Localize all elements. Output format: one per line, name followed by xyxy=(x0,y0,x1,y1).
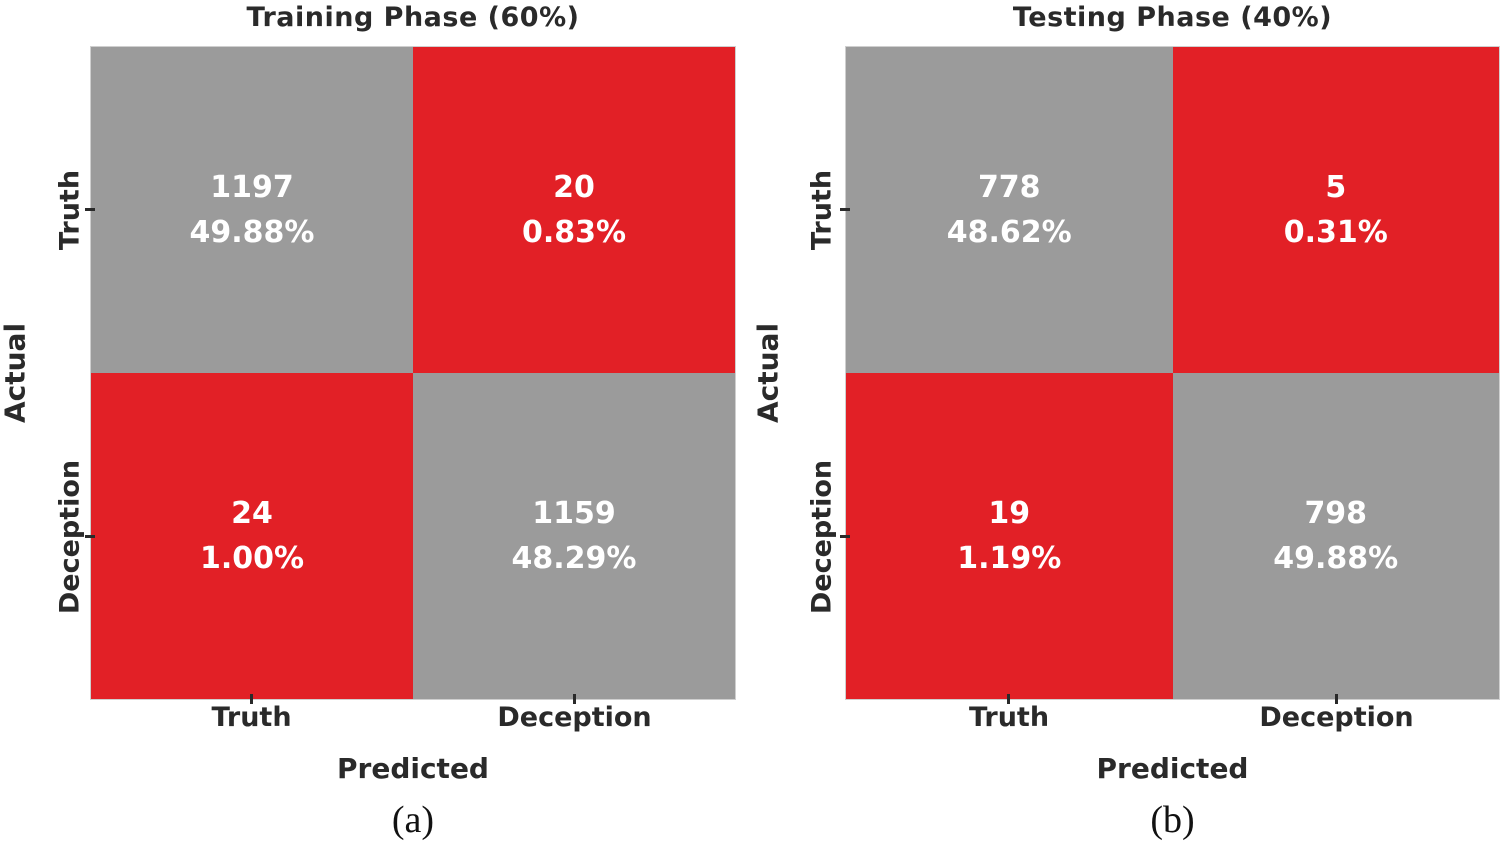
panel-b-cell-truth-deception: 5 0.31% xyxy=(1172,47,1499,373)
panel-a-y-tick-deception: Deception xyxy=(54,459,86,615)
cell-count: 798 xyxy=(1304,496,1368,531)
panel-a-y-tick-truth: Truth xyxy=(54,169,86,251)
cell-count: 778 xyxy=(977,170,1041,205)
panel-b-cell-deception-truth: 19 1.19% xyxy=(846,373,1173,699)
cell-count: 1159 xyxy=(532,496,616,531)
panel-b-caption: (b) xyxy=(1150,799,1195,841)
panel-a-title: Training Phase (60%) xyxy=(246,2,580,33)
cell-percent: 1.00% xyxy=(199,541,305,576)
panel-b-y-axis-label: Actual xyxy=(751,322,785,424)
panel-a-y-axis-label: Actual xyxy=(0,322,32,424)
cell-percent: 48.62% xyxy=(946,215,1072,250)
cell-percent: 48.29% xyxy=(511,541,637,576)
tick-mark xyxy=(250,694,253,704)
cell-percent: 0.31% xyxy=(1283,215,1388,250)
cell-percent: 49.88% xyxy=(1273,541,1399,576)
panel-b-title: Testing Phase (40%) xyxy=(1012,2,1333,33)
tick-mark xyxy=(840,535,850,538)
panel-a-caption: (a) xyxy=(391,799,435,841)
tick-mark xyxy=(1335,694,1338,704)
panel-a-x-axis-label: Predicted xyxy=(337,752,489,785)
panel-a-x-tick-deception: Deception xyxy=(497,702,652,733)
cell-count: 5 xyxy=(1325,170,1347,205)
panel-b-cell-truth-truth: 778 48.62% xyxy=(846,47,1173,373)
tick-mark xyxy=(573,694,576,704)
tick-mark xyxy=(840,208,850,211)
panel-b-y-tick-deception: Deception xyxy=(806,459,838,615)
panel-b-cell-deception-deception: 798 49.88% xyxy=(1172,373,1499,699)
cell-count: 19 xyxy=(988,496,1031,531)
cell-percent: 0.83% xyxy=(521,215,627,250)
panel-a-cell-deception-truth: 24 1.00% xyxy=(91,373,413,699)
cell-count: 24 xyxy=(231,496,273,531)
cell-percent: 49.88% xyxy=(189,215,315,250)
panel-b-x-axis-label: Predicted xyxy=(1096,752,1249,785)
panel-b-x-tick-deception: Deception xyxy=(1259,702,1414,733)
panel-a-cell-truth-deception: 20 0.83% xyxy=(413,47,735,373)
panel-b-heatmap: 778 48.62% 5 0.31% 19 1.19% 798 49.88% xyxy=(845,46,1500,700)
panel-a-x-tick-truth: Truth xyxy=(211,702,292,733)
cell-percent: 1.19% xyxy=(957,541,1062,576)
tick-mark xyxy=(85,208,95,211)
tick-mark xyxy=(1007,694,1010,704)
panel-a-cell-deception-deception: 1159 48.29% xyxy=(413,373,735,699)
cell-count: 1197 xyxy=(210,170,294,205)
cell-count: 20 xyxy=(553,170,595,205)
panel-b-y-tick-truth: Truth xyxy=(806,169,838,251)
panel-a-heatmap: 1197 49.88% 20 0.83% 24 1.00% 1159 48.29… xyxy=(90,46,736,700)
panel-a-cell-truth-truth: 1197 49.88% xyxy=(91,47,413,373)
panel-b-x-tick-truth: Truth xyxy=(968,702,1050,733)
tick-mark xyxy=(85,535,95,538)
